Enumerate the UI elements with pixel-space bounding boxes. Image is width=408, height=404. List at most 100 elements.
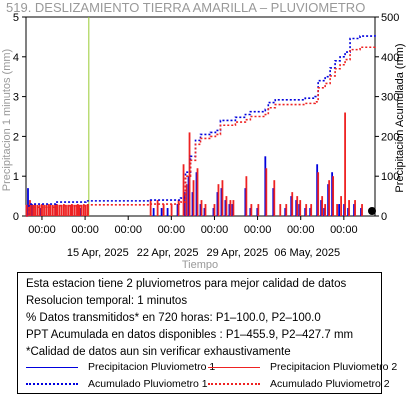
y-tick-label-right: 0 <box>381 211 387 223</box>
bar-pluviometro-1 <box>290 196 293 216</box>
info-line: PPT Acumulada en datos disponibles : P1–… <box>26 329 354 341</box>
legend-label: Precipitacion Pluviometro 2 <box>270 360 398 373</box>
x-tick-time-label: 00:00 <box>114 224 142 236</box>
legend-item: Acumulado Pluviometro 1 <box>26 376 208 392</box>
y-tick-label-right: 200 <box>381 131 399 143</box>
bar-pluviometro-2 <box>47 204 50 216</box>
rainfall-chart: 519. DESLIZAMIENTO TIERRA AMARILLA – PLU… <box>1 0 406 270</box>
bar-pluviometro-2 <box>34 204 37 216</box>
bar-pluviometro-1 <box>353 204 355 216</box>
plot-area: 0 1 2 3 4 5 0 100 200 300 400 500 00:00 00:00 00:00 00:… <box>13 12 399 259</box>
y-tick-label-right: 400 <box>381 52 399 64</box>
bar-pluviometro-2 <box>78 204 81 216</box>
bar-pluviometro-1 <box>360 208 362 216</box>
bar-pluviometro-2 <box>336 204 339 216</box>
bar-pluviometro-2 <box>200 200 203 216</box>
bar-pluviometro-2 <box>217 184 220 216</box>
info-box: Esta estacion tiene 2 pluviometros para … <box>17 272 397 394</box>
legend-item: Acumulado Pluviometro 2 <box>208 376 390 392</box>
x-tick-date-label: 15 Apr, 2025 <box>67 247 129 259</box>
legend: Precipitacion Pluviometro 1 Precipitacio… <box>26 359 397 392</box>
bar-pluviometro-2 <box>60 204 63 216</box>
bar-pluviometro-1 <box>331 172 334 216</box>
bar-pluviometro-2 <box>361 204 363 216</box>
bar-pluviometro-1 <box>343 204 345 216</box>
bar-pluviometro-1 <box>152 208 155 216</box>
bar-pluviometro-1 <box>327 184 330 216</box>
bar-pluviometro-2 <box>265 168 268 216</box>
bar-pluviometro-1 <box>31 204 33 216</box>
bar-pluviometro-2 <box>62 204 65 216</box>
y-axis-label-right: Precipitacion Acumulada (mm) <box>394 43 406 192</box>
bar-pluviometro-1 <box>231 204 234 216</box>
bar-pluviometro-2 <box>340 196 342 216</box>
bar-pluviometro-2 <box>67 204 70 216</box>
bar-pluviometro-2 <box>162 204 165 216</box>
x-tick-time-label: 00:00 <box>158 224 186 236</box>
bar-pluviometro-2 <box>177 200 180 216</box>
line-acumulado-2 <box>26 45 376 217</box>
bar-pluviometro-1 <box>27 188 29 216</box>
bar-pluviometro-2 <box>29 204 32 216</box>
bar-pluviometro-2 <box>245 176 248 216</box>
bar-pluviometro-2 <box>82 204 85 216</box>
y-tick-label-left: 4 <box>13 52 19 64</box>
bar-pluviometro-1 <box>228 204 231 216</box>
y-tick-label-left: 0 <box>13 211 19 223</box>
bar-pluviometro-1 <box>191 192 194 216</box>
bar-pluviometro-1 <box>272 188 275 216</box>
bar-pluviometro-2 <box>192 180 195 216</box>
bar-pluviometro-2 <box>310 204 313 216</box>
bar-pluviometro-1 <box>187 176 190 216</box>
legend-swatch <box>26 366 78 368</box>
bar-pluviometro-2 <box>87 204 89 216</box>
bar-pluviometro-2 <box>344 112 346 216</box>
bar-pluviometro-2 <box>285 204 288 216</box>
bar-pluviometro-2 <box>54 204 56 216</box>
x-tick-date-label: 29 Apr, 2025 <box>207 247 269 259</box>
bar-pluviometro-1 <box>309 208 312 216</box>
info-line: Resolucion temporal: 1 minutos <box>26 295 188 307</box>
y-tick-label-left: 5 <box>13 12 19 24</box>
bar-pluviometro-2 <box>170 204 173 216</box>
y-tick-label-right: 100 <box>381 171 399 183</box>
y-tick-label-left: 2 <box>13 131 19 143</box>
bar-pluviometro-1 <box>264 156 267 216</box>
bar-pluviometro-1 <box>256 208 259 216</box>
x-tick-time-label: 00:00 <box>244 224 272 236</box>
legend-item: Precipitacion Pluviometro 2 <box>208 359 397 375</box>
info-line: Esta estacion tiene 2 pluviometros para … <box>26 278 347 290</box>
bar-pluviometro-1 <box>160 208 163 216</box>
info-line: % Datos transmitidos* en 720 horas: P1–1… <box>26 312 321 324</box>
bar-pluviometro-2 <box>291 192 294 216</box>
legend-swatch <box>208 383 260 385</box>
bar-pluviometro-2 <box>250 204 253 216</box>
legend-item: Precipitacion Pluviometro 1 <box>26 359 215 375</box>
bar-pluviometro-2 <box>229 200 232 216</box>
x-tick-time-label: 00:00 <box>201 224 229 236</box>
bar-pluviometro-2 <box>305 204 308 216</box>
bar-pluviometro-2 <box>324 204 327 216</box>
bar-pluviometro-1 <box>316 164 319 216</box>
bar-pluviometro-2 <box>204 204 207 216</box>
legend-label: Acumulado Pluviometro 2 <box>270 377 390 390</box>
bar-pluviometro-2 <box>354 200 356 216</box>
bar-pluviometro-2 <box>182 164 185 216</box>
bar-pluviometro-2 <box>188 132 191 216</box>
bar-pluviometro-2 <box>76 204 78 216</box>
bar-pluviometro-2 <box>328 180 331 216</box>
bar-pluviometro-1 <box>323 208 326 216</box>
bar-pluviometro-2 <box>65 204 67 216</box>
bar-pluviometro-1 <box>249 208 252 216</box>
bar-pluviometro-2 <box>71 204 74 216</box>
bar-pluviometro-2 <box>84 204 87 216</box>
x-tick-time-label: 00:00 <box>71 224 99 236</box>
info-line: *Calidad de datos aun sin verificar exha… <box>26 346 291 358</box>
bar-pluviometro-2 <box>317 172 320 216</box>
bar-pluviometro-2 <box>299 200 302 216</box>
bar-pluviometro-2 <box>43 204 45 216</box>
bar-pluviometro-1 <box>338 204 341 216</box>
end-marker-dot <box>368 207 376 215</box>
bar-pluviometro-2 <box>51 204 54 216</box>
bar-pluviometro-1 <box>284 208 287 216</box>
